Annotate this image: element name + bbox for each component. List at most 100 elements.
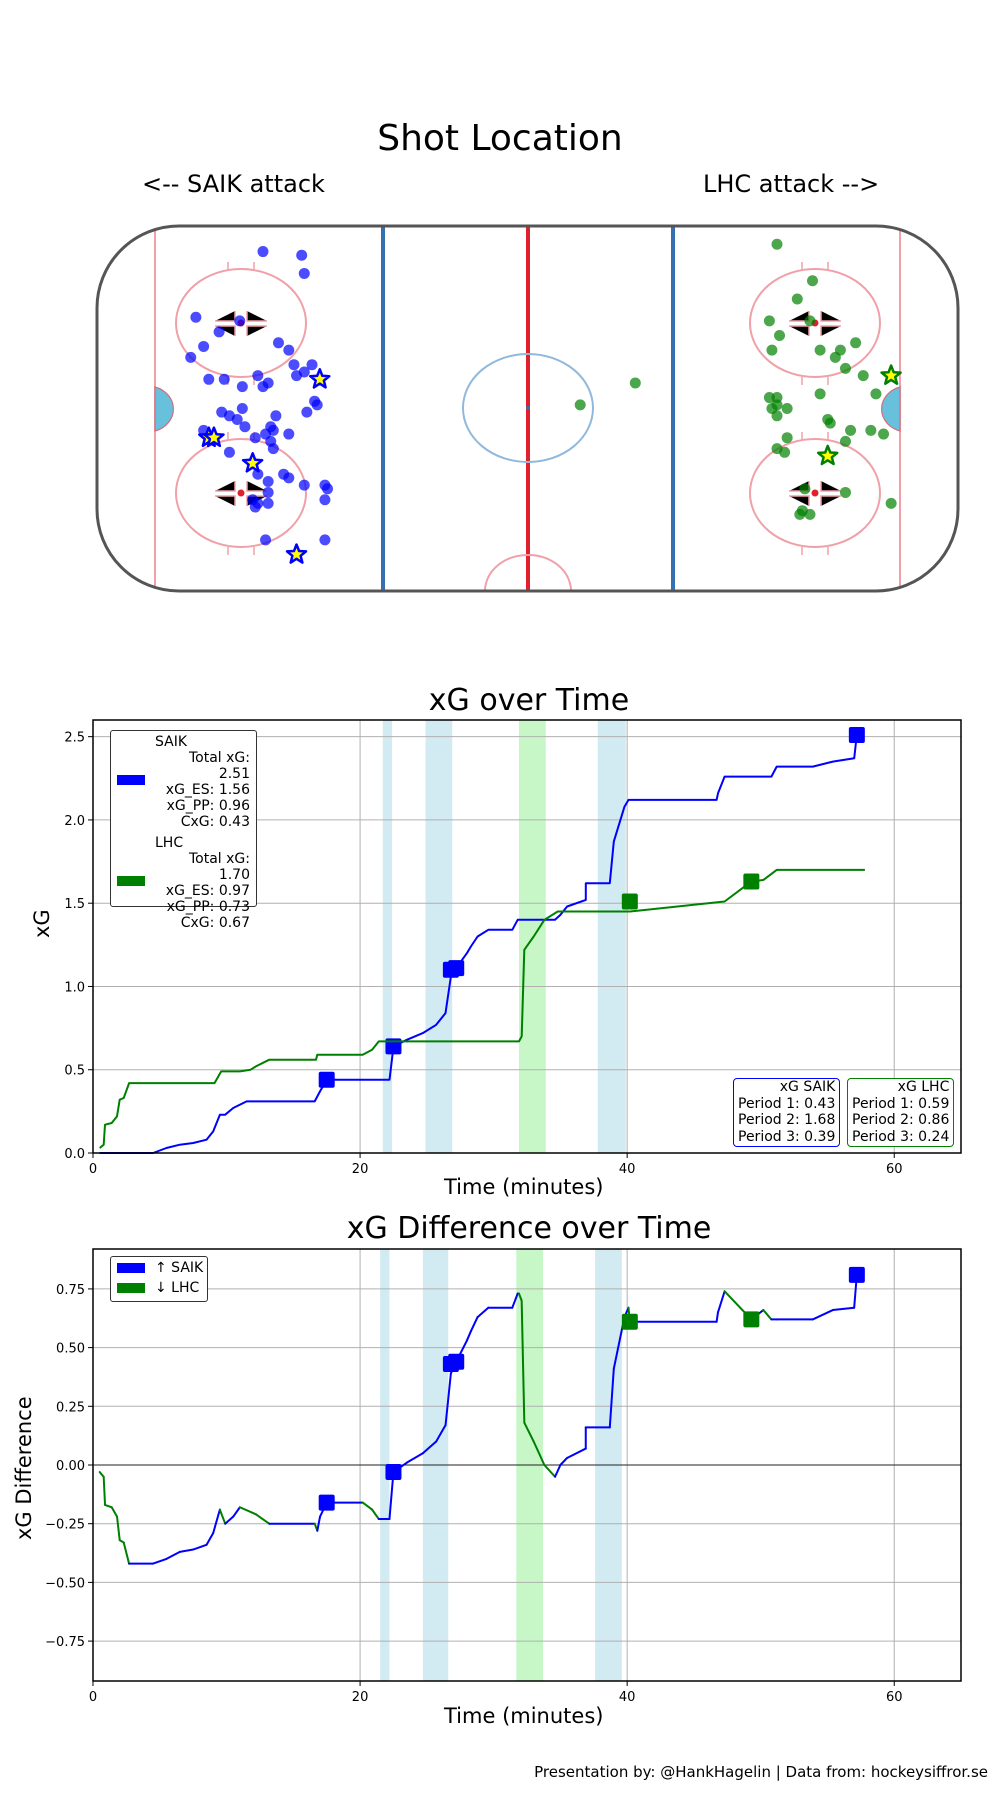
lhc-shot bbox=[850, 337, 862, 349]
difference-segment bbox=[405, 1452, 424, 1464]
xg-difference-chart: 0 20 40 60 −0.75 −0.50 −0.25 0.00 0.25 0.50 0.75 bbox=[45, 1248, 962, 1705]
diff-legend-swatch-saik bbox=[117, 1263, 145, 1273]
goal-marker-saik bbox=[385, 1464, 402, 1481]
saik-shot bbox=[252, 370, 264, 382]
difference-segment bbox=[122, 1541, 131, 1565]
lhc-shot bbox=[804, 315, 816, 327]
saik-shot bbox=[218, 373, 230, 385]
lhc-shot bbox=[794, 508, 806, 520]
legend-saik-es: xG_ES: 1.56 bbox=[165, 782, 250, 798]
goal-marker-saik bbox=[848, 1266, 865, 1283]
diff-legend-swatch-lhc bbox=[117, 1283, 145, 1293]
lhc-shot bbox=[857, 370, 869, 382]
x-tick-label: 40 bbox=[619, 1162, 636, 1177]
lhc-shot bbox=[804, 508, 816, 520]
period-lhc-p3: Period 3: 0.24 bbox=[852, 1128, 950, 1145]
plot-frame bbox=[92, 719, 962, 1154]
lhc-shot bbox=[829, 351, 841, 363]
lhc-shot bbox=[839, 362, 851, 374]
y-tick-label: −0.50 bbox=[45, 1576, 85, 1591]
lhc-shot bbox=[771, 238, 783, 250]
difference-segment bbox=[116, 1515, 121, 1542]
difference-segment bbox=[608, 1367, 615, 1429]
y-tick-label: 1.5 bbox=[64, 897, 85, 912]
legend-entry-lhc: LHC Total xG: 1.70 xG_ES: 0.97 xG_PP: 0.… bbox=[111, 835, 256, 931]
difference-segment bbox=[316, 1515, 322, 1532]
lhc-shot bbox=[781, 403, 793, 414]
lhc-shot bbox=[799, 483, 811, 495]
saik-shot bbox=[319, 494, 331, 506]
lhc-shot bbox=[865, 424, 877, 436]
x-tick-label: 60 bbox=[886, 1690, 903, 1705]
saik-shot bbox=[283, 472, 295, 484]
rink-surface bbox=[97, 226, 958, 591]
difference-segment bbox=[421, 1440, 438, 1455]
center-dot bbox=[526, 406, 530, 410]
difference-segment bbox=[110, 1506, 119, 1518]
saik-shot bbox=[198, 340, 210, 352]
legend-lhc-team: LHC bbox=[155, 835, 184, 851]
saik-shot bbox=[252, 497, 264, 509]
diff-chart-title: xG Difference over Time bbox=[346, 1211, 712, 1246]
y-tick-label: 0.00 bbox=[56, 1459, 85, 1474]
saik-goal-star bbox=[309, 368, 331, 389]
x-tick-label: 20 bbox=[352, 1690, 369, 1705]
period-box-saik: xG SAIK Period 1: 0.43 Period 2: 1.68 Pe… bbox=[733, 1078, 841, 1147]
x-tick-label: 40 bbox=[619, 1690, 636, 1705]
saik-shot bbox=[298, 366, 310, 378]
saik-shot bbox=[249, 432, 261, 444]
plot-frame bbox=[92, 1248, 962, 1682]
saik-attack-label: <-- SAIK attack bbox=[142, 170, 325, 198]
difference-segment bbox=[254, 1513, 271, 1525]
legend-swatch-lhc bbox=[117, 876, 145, 886]
difference-segment bbox=[102, 1475, 107, 1506]
difference-segment bbox=[716, 1290, 726, 1314]
legend-saik-total: Total xG: 2.51 bbox=[189, 750, 250, 782]
saik-shot bbox=[262, 486, 274, 498]
saik-shot bbox=[298, 479, 310, 491]
legend-lhc-total: Total xG: 1.70 bbox=[189, 851, 250, 883]
saik-goal-star bbox=[241, 452, 264, 473]
goal-marker-saik bbox=[318, 1494, 335, 1511]
y-tick-label: 0.75 bbox=[56, 1283, 85, 1298]
hash-marks bbox=[215, 262, 841, 555]
y-tick-label: 0.0 bbox=[64, 1147, 85, 1162]
x-tick-label: 20 bbox=[352, 1162, 369, 1177]
goal-marker-saik bbox=[318, 1071, 335, 1088]
saik-shot bbox=[260, 534, 272, 546]
difference-segment bbox=[212, 1508, 221, 1535]
saik-shot bbox=[319, 534, 331, 546]
legend-saik-pp: xG_PP: 0.96 bbox=[166, 798, 250, 814]
period-saik-p2: Period 2: 1.68 bbox=[738, 1112, 836, 1128]
diff-legend-saik: ↑ SAIK bbox=[111, 1260, 207, 1276]
difference-segment bbox=[465, 1330, 472, 1342]
xg-chart-xlabel: Time (minutes) bbox=[444, 1175, 604, 1199]
difference-segment bbox=[152, 1557, 168, 1565]
period-lhc-p1: Period 1: 0.59 bbox=[852, 1095, 950, 1112]
y-tick-label: 0.50 bbox=[56, 1342, 85, 1357]
lhc-shot bbox=[771, 410, 783, 422]
saik-shot bbox=[283, 428, 295, 440]
difference-segment bbox=[811, 1309, 834, 1321]
shaded-saik-powerplay bbox=[425, 720, 453, 1153]
difference-segment bbox=[715, 1311, 719, 1323]
lhc-shot bbox=[574, 399, 586, 411]
legend-saik-team: SAIK bbox=[155, 734, 188, 750]
goal-marker-lhc bbox=[743, 1311, 760, 1328]
x-tick-label: 60 bbox=[886, 1162, 903, 1177]
faceoff-circles bbox=[175, 268, 881, 548]
difference-segment bbox=[554, 1464, 562, 1478]
rink-boards bbox=[95, 224, 960, 593]
saik-shot bbox=[309, 395, 321, 407]
difference-segment bbox=[232, 1506, 241, 1518]
saik-shot bbox=[213, 326, 225, 338]
saik-shot bbox=[267, 443, 279, 455]
difference-segment bbox=[205, 1532, 215, 1546]
y-tick-label: 2.5 bbox=[64, 731, 85, 746]
saik-shot bbox=[236, 381, 248, 393]
goal-marker-saik bbox=[848, 726, 865, 743]
saik-shot bbox=[262, 497, 274, 509]
difference-segment bbox=[435, 1424, 447, 1443]
saik-shot bbox=[252, 468, 264, 480]
period-saik-p3: Period 3: 0.39 bbox=[738, 1128, 836, 1145]
